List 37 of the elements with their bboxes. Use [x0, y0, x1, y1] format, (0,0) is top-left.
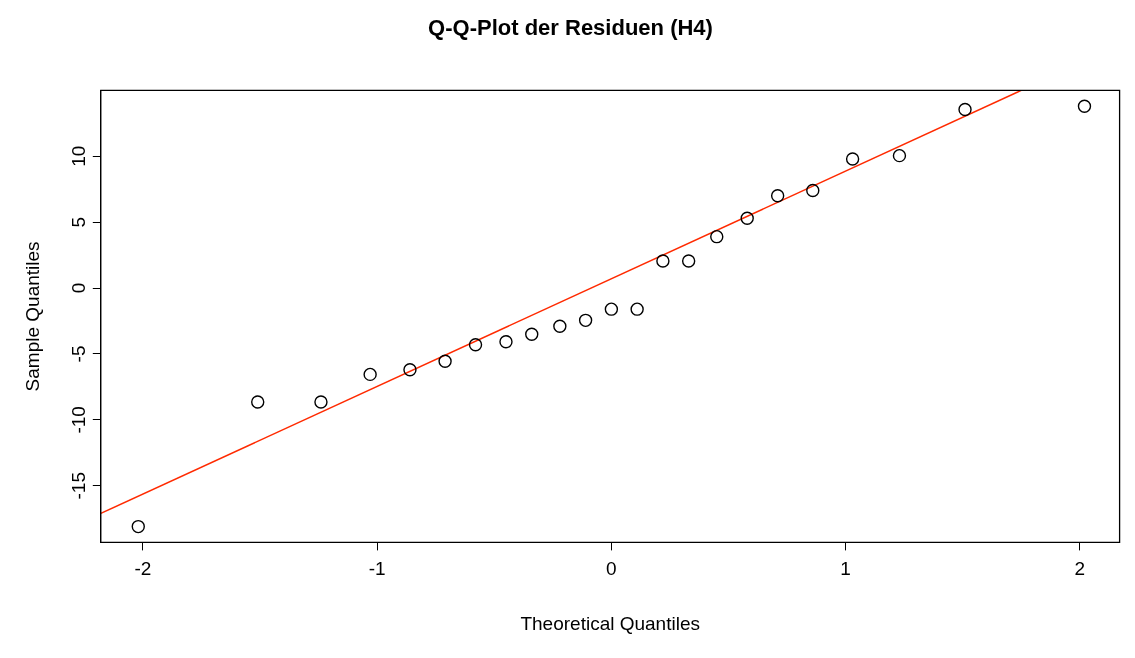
- point: [892, 148, 907, 163]
- y-tick-label: -10: [67, 406, 89, 434]
- y-tick-label: 10: [67, 145, 89, 167]
- point: [770, 189, 785, 203]
- point: [630, 302, 644, 316]
- chart-title: Q-Q-Plot der Residuen (H4): [428, 15, 713, 41]
- y-axis-title: Sample Quantiles: [21, 241, 43, 392]
- point: [806, 183, 820, 198]
- point: [499, 335, 513, 349]
- point: [131, 519, 145, 534]
- point: [525, 327, 539, 341]
- x-axis-title: Theoretical Quantiles: [520, 612, 700, 634]
- y-tick-label: -15: [67, 472, 89, 500]
- y-tick-label: -5: [67, 345, 89, 363]
- y-tick-label: 0: [67, 282, 89, 294]
- point: [681, 254, 696, 268]
- point: [403, 363, 417, 377]
- point: [438, 354, 452, 368]
- point: [604, 302, 619, 316]
- point: [251, 395, 265, 409]
- x-tick-label: -1: [368, 558, 386, 580]
- point: [1077, 99, 1092, 113]
- y-tick-label: 5: [67, 216, 89, 228]
- x-tick-label: 2: [1074, 558, 1086, 580]
- point: [740, 211, 754, 225]
- point: [710, 229, 724, 244]
- point: [656, 254, 670, 268]
- point: [468, 338, 483, 352]
- point: [578, 313, 593, 328]
- point: [363, 367, 377, 382]
- point: [845, 152, 860, 166]
- point: [553, 319, 567, 333]
- point: [958, 102, 972, 117]
- x-tick-label: -2: [134, 558, 152, 580]
- x-tick-label: 0: [606, 558, 617, 580]
- point: [314, 395, 328, 409]
- x-tick-label: 1: [840, 558, 851, 580]
